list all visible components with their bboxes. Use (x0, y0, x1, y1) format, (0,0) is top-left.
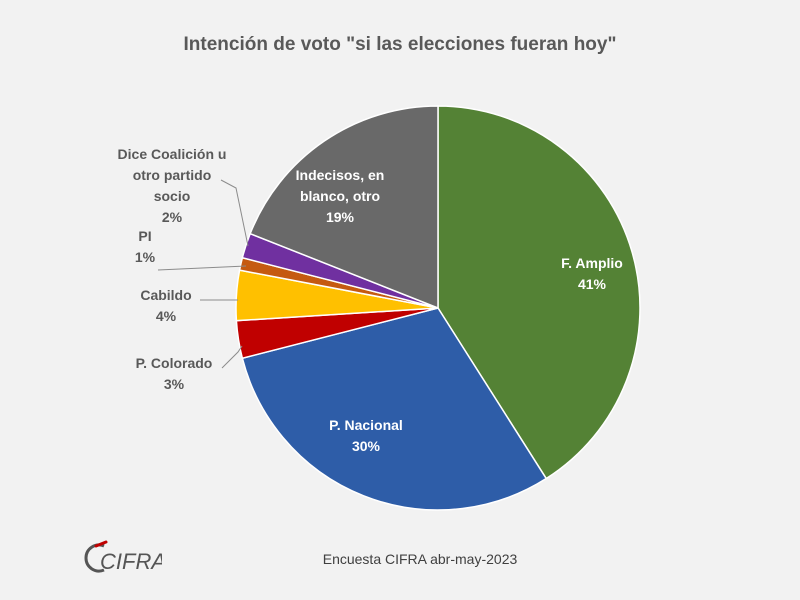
cifra-logo: CIFRA (84, 540, 162, 574)
logo-wordmark: CIFRA (100, 549, 162, 574)
data-label-indecisos-en: Indecisos, en blanco, otro 19% (296, 167, 385, 225)
data-label-pi: PI 1% (135, 228, 156, 265)
leader-line-p-colorado (221, 345, 243, 369)
leader-line-dice-coalicion-u (220, 179, 249, 247)
leader-line-pi (157, 265, 247, 271)
data-label-dice-coalicion-u: Dice Coalición u otro partido socio 2% (118, 146, 227, 225)
chart-title: Intención de voto "si las elecciones fue… (183, 34, 617, 55)
source-note: Encuesta CIFRA abr-may-2023 (322, 551, 518, 567)
data-label-p-nacional: P. Nacional 30% (329, 417, 403, 454)
data-label-f-amplio: F. Amplio 41% (561, 255, 623, 292)
pie-slice-f-amplio (437, 105, 641, 480)
data-label-cabildo: Cabildo 4% (140, 287, 191, 324)
pie-slice-p-nacional (241, 307, 548, 511)
pie-slice-indecisos-en (249, 105, 439, 310)
data-label-p-colorado: P. Colorado 3% (136, 355, 213, 392)
